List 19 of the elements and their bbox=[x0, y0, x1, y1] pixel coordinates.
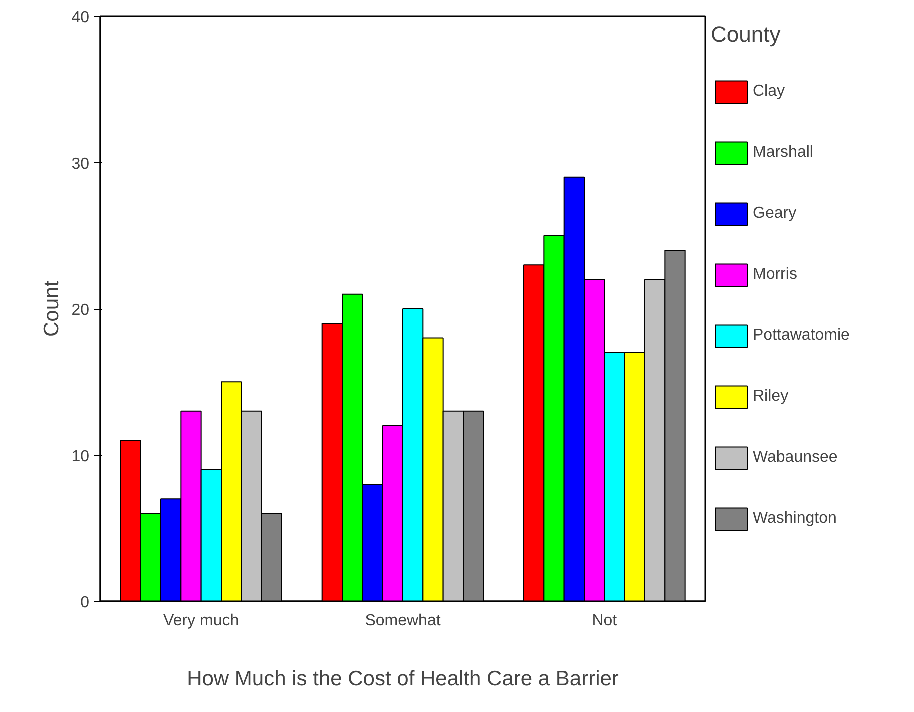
y-tick-label: 10 bbox=[72, 448, 90, 466]
legend-label: Marshall bbox=[753, 144, 814, 162]
legend-label: Pottawatomie bbox=[753, 327, 850, 345]
x-tick-label: Not bbox=[592, 612, 618, 630]
legend-title: County bbox=[711, 22, 782, 48]
y-axis-title: Count bbox=[40, 280, 64, 338]
legend-label: Morris bbox=[753, 266, 798, 284]
legend-label: Wabaunsee bbox=[753, 449, 838, 467]
legend-label: Washington bbox=[753, 510, 837, 528]
y-tick-label: 40 bbox=[72, 10, 90, 26]
legend-label: Clay bbox=[753, 83, 786, 101]
y-tick-label: 20 bbox=[72, 302, 90, 319]
x-tick-label: Very much bbox=[164, 612, 240, 630]
legend-label: Geary bbox=[753, 205, 797, 223]
x-axis-title: How Much is the Cost of Health Care a Barrier bbox=[187, 668, 619, 690]
y-tick-label: 0 bbox=[80, 594, 90, 612]
x-tick-label: Somewhat bbox=[365, 612, 442, 630]
legend-label: Riley bbox=[753, 388, 789, 406]
y-tick-label: 30 bbox=[72, 156, 90, 173]
